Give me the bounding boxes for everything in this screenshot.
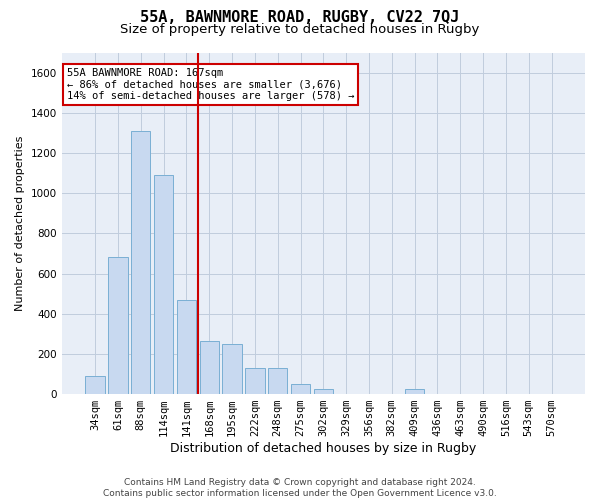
Y-axis label: Number of detached properties: Number of detached properties: [15, 136, 25, 311]
Text: 55A BAWNMORE ROAD: 167sqm
← 86% of detached houses are smaller (3,676)
14% of se: 55A BAWNMORE ROAD: 167sqm ← 86% of detac…: [67, 68, 355, 101]
Bar: [154, 175, 173, 394]
X-axis label: Distribution of detached houses by size in Rugby: Distribution of detached houses by size …: [170, 442, 476, 455]
Bar: [314, 389, 333, 394]
Text: 55A, BAWNMORE ROAD, RUGBY, CV22 7QJ: 55A, BAWNMORE ROAD, RUGBY, CV22 7QJ: [140, 10, 460, 25]
Bar: [108, 258, 128, 394]
Bar: [245, 368, 265, 394]
Bar: [131, 131, 151, 394]
Bar: [223, 344, 242, 394]
Bar: [85, 376, 105, 394]
Bar: [268, 368, 287, 394]
Bar: [177, 300, 196, 394]
Text: Size of property relative to detached houses in Rugby: Size of property relative to detached ho…: [121, 22, 479, 36]
Bar: [200, 341, 219, 394]
Bar: [405, 389, 424, 394]
Bar: [291, 384, 310, 394]
Text: Contains HM Land Registry data © Crown copyright and database right 2024.
Contai: Contains HM Land Registry data © Crown c…: [103, 478, 497, 498]
